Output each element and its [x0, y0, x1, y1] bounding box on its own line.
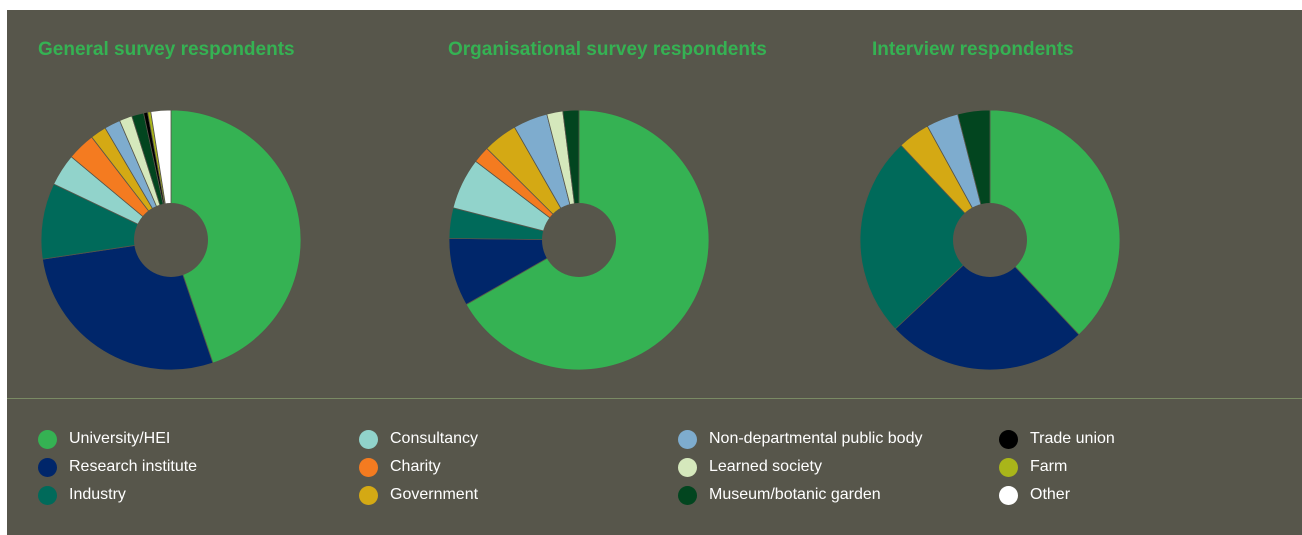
legend-swatch: [359, 457, 378, 477]
legend-swatch: [38, 485, 57, 505]
legend: University/HEI Research institute Indust…: [7, 428, 1302, 518]
legend-label: Non-departmental public body: [709, 430, 923, 447]
legend-swatch: [678, 485, 697, 505]
pie-slice-university-hei: [989, 109, 1121, 336]
donut-hole: [953, 203, 1027, 277]
chart-panel: General survey respondents Organisationa…: [7, 10, 1302, 535]
legend-item-museum: Museum/botanic garden: [678, 484, 881, 506]
chart-title-interview: Interview respondents: [872, 39, 1074, 60]
legend-label: Consultancy: [390, 430, 479, 447]
legend-label: University/HEI: [69, 430, 171, 447]
legend-swatch: [38, 457, 57, 477]
general-survey-pie: [40, 109, 302, 371]
legend-swatch: [359, 485, 378, 505]
donut-hole: [542, 203, 616, 277]
legend-item-farm: Farm: [999, 456, 1067, 478]
interview-pie: [859, 109, 1121, 371]
legend-label: Charity: [390, 458, 441, 475]
legend-item-learned-society: Learned society: [678, 456, 822, 478]
legend-label: Learned society: [709, 458, 822, 475]
legend-label: Farm: [1030, 458, 1068, 475]
legend-divider: [7, 398, 1302, 399]
pie-slice-research-institute: [894, 239, 1080, 371]
legend-label: Research institute: [69, 458, 198, 475]
chart-title-general: General survey respondents: [38, 39, 295, 60]
organisational-survey-pie: [448, 109, 710, 371]
pie-slice-industry: [859, 144, 991, 330]
legend-label: Other: [1030, 486, 1071, 503]
pie-slice-university-hei: [170, 109, 302, 364]
legend-item-consultancy: Consultancy: [359, 428, 478, 450]
legend-item-trade-union: Trade union: [999, 428, 1115, 450]
legend-swatch: [678, 457, 697, 477]
legend-label: Trade union: [1030, 430, 1115, 447]
legend-swatch: [38, 429, 57, 449]
legend-item-other: Other: [999, 484, 1070, 506]
legend-label: Industry: [69, 486, 126, 503]
legend-item-university: University/HEI: [38, 428, 170, 450]
donut-hole: [134, 203, 208, 277]
legend-item-industry: Industry: [38, 484, 126, 506]
chart-title-organisational: Organisational survey respondents: [448, 39, 767, 60]
legend-item-charity: Charity: [359, 456, 441, 478]
legend-item-government: Government: [359, 484, 478, 506]
legend-label: Museum/botanic garden: [709, 486, 881, 503]
legend-label: Government: [390, 486, 479, 503]
legend-item-ndpb: Non-departmental public body: [678, 428, 922, 450]
legend-item-research-institute: Research institute: [38, 456, 197, 478]
legend-swatch: [678, 429, 697, 449]
legend-swatch: [999, 485, 1018, 505]
legend-swatch: [999, 429, 1018, 449]
legend-swatch: [999, 457, 1018, 477]
legend-swatch: [359, 429, 378, 449]
